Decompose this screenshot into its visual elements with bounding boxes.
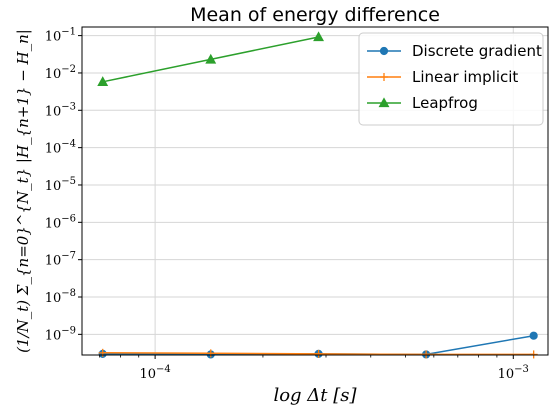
y-tick-label: 10−3 bbox=[45, 101, 76, 119]
legend-label: Discrete gradient bbox=[412, 42, 542, 60]
x-tick-label: 10−3 bbox=[498, 364, 529, 382]
legend: Discrete gradient Linear implicit Leapfrog bbox=[358, 32, 544, 126]
legend-item-discrete-gradient: Discrete gradient bbox=[367, 42, 542, 60]
legend-item-linear-implicit: Linear implicit bbox=[367, 68, 518, 86]
leapfrog-point bbox=[205, 53, 217, 64]
legend-label: Leapfrog bbox=[412, 94, 478, 112]
legend-marker bbox=[378, 97, 390, 108]
x-axis-label: log Δt [s] bbox=[273, 385, 357, 406]
y-tick-label: 10−9 bbox=[45, 325, 76, 343]
legend-frame bbox=[358, 32, 544, 126]
y-tick-label: 10−5 bbox=[45, 176, 76, 194]
linear-implicit-point bbox=[529, 350, 538, 359]
plot-frame bbox=[81, 26, 549, 356]
linear-implicit-point bbox=[422, 350, 431, 359]
y-tick-label: 10−6 bbox=[45, 213, 76, 231]
linear-implicit-point bbox=[98, 348, 107, 357]
linear-implicit-point bbox=[206, 349, 215, 358]
leapfrog-point bbox=[313, 31, 325, 42]
chart-title: Mean of energy difference bbox=[190, 4, 440, 26]
y-tick-label: 10−2 bbox=[45, 64, 76, 82]
series-linear-implicit bbox=[98, 348, 538, 359]
y-tick-label: 10−7 bbox=[45, 251, 76, 269]
y-axis-label: (1/N_t) Σ_{n=0}^{N_t} |H_{n+1} − H_n| bbox=[14, 29, 32, 353]
legend-label: Linear implicit bbox=[412, 68, 518, 86]
leapfrog-point bbox=[97, 76, 109, 86]
x-tick-label: 10−4 bbox=[139, 364, 170, 382]
y-tick-label: 10−4 bbox=[45, 139, 76, 157]
legend-item-leapfrog: Leapfrog bbox=[367, 94, 478, 112]
legend-marker bbox=[380, 73, 388, 81]
y-tick-label: 10−8 bbox=[45, 288, 76, 306]
ticks: 10−9 10−8 10−7 10−6 10−5 10−4 10−3 10−2 10−1 10−4… bbox=[45, 27, 529, 382]
discrete-gradient-point bbox=[529, 331, 538, 340]
series-layer bbox=[97, 31, 538, 359]
legend-marker bbox=[379, 46, 389, 56]
series-leapfrog bbox=[97, 31, 325, 86]
linear-implicit-point bbox=[314, 349, 323, 358]
y-tick-label: 10−1 bbox=[45, 27, 76, 45]
